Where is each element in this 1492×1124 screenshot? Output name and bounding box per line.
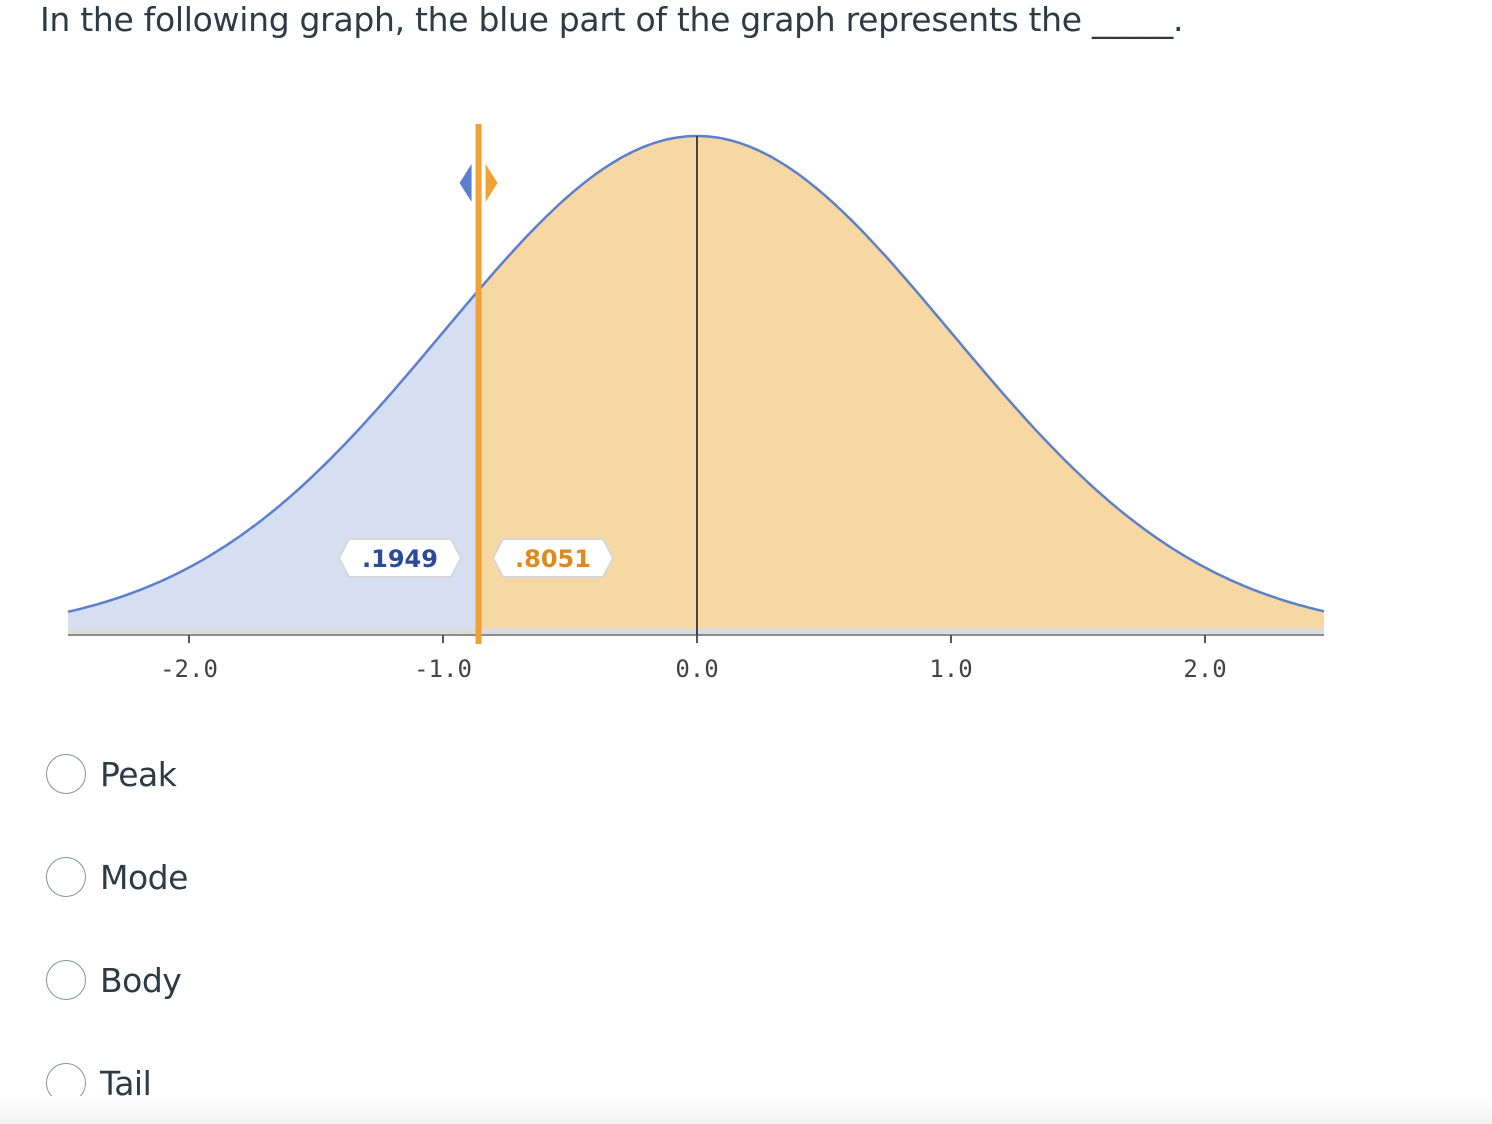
right-area-value: .8051 — [515, 545, 591, 573]
option-body[interactable]: Body — [46, 956, 446, 1004]
option-label-body: Body — [100, 960, 182, 1000]
radio-body[interactable] — [46, 960, 86, 1000]
right-area-badge-shape — [491, 538, 615, 578]
left-area-badge: .1949 — [337, 538, 463, 578]
option-peak[interactable]: Peak — [46, 750, 446, 798]
radio-peak[interactable] — [46, 754, 86, 794]
left-area-badge-shape — [337, 538, 463, 578]
right-area-fill — [478, 136, 1325, 635]
right-area-badge: .8051 — [491, 538, 615, 578]
left-area-value: .1949 — [362, 545, 438, 573]
x-tick-label: 2.0 — [1183, 655, 1226, 683]
handle-right-arrow-icon[interactable] — [485, 164, 498, 202]
x-tick-label: 0.0 — [675, 655, 718, 683]
x-tick-label: 1.0 — [929, 655, 972, 683]
x-tick-label: -1.0 — [414, 655, 472, 683]
option-mode[interactable]: Mode — [46, 853, 446, 901]
option-label-peak: Peak — [100, 754, 177, 794]
page-bottom-shade — [0, 1096, 1492, 1124]
x-tick-label: -2.0 — [160, 655, 218, 683]
cutoff-handle[interactable] — [459, 124, 498, 644]
handle-left-arrow-icon[interactable] — [459, 164, 472, 202]
question-text: In the following graph, the blue part of… — [40, 0, 1184, 39]
radio-mode[interactable] — [46, 857, 86, 897]
option-label-mode: Mode — [100, 857, 188, 897]
normal-distribution-chart: -2.0 -1.0 0.0 1.0 2.0 .1949 .8051 — [67, 124, 1325, 683]
left-area-fill — [68, 290, 479, 635]
